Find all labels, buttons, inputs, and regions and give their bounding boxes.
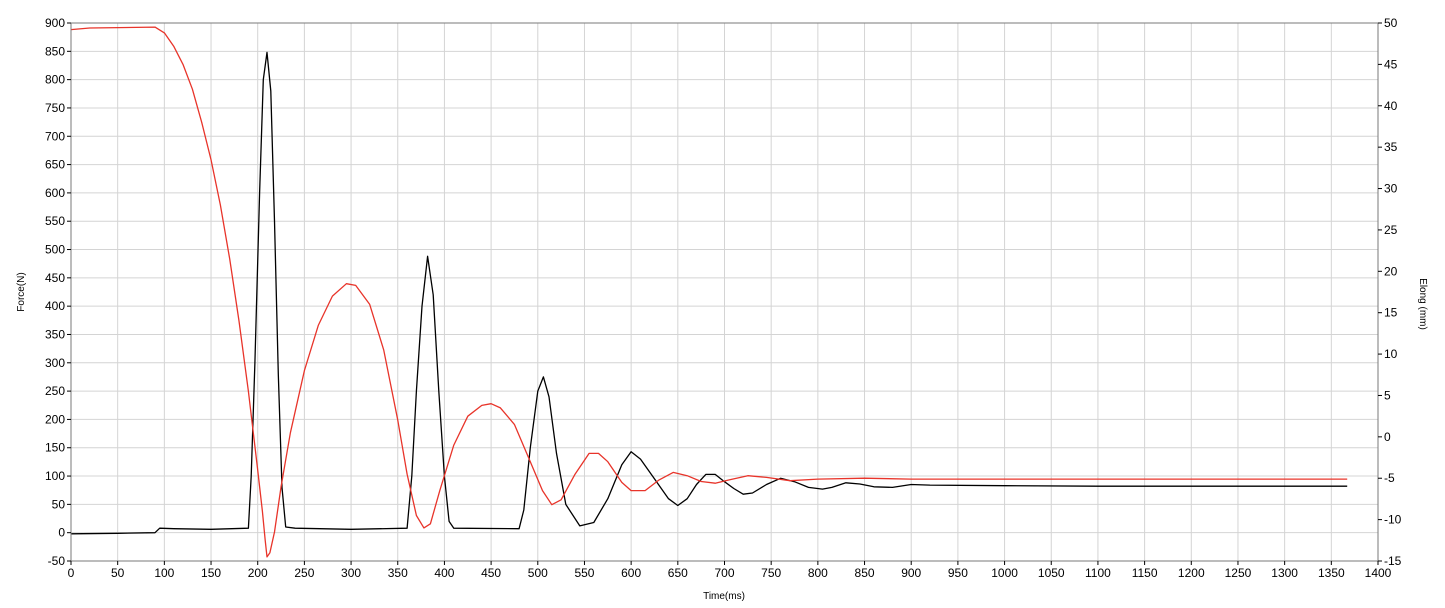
x-tick-label: 400 — [434, 566, 454, 580]
x-tick-label: 900 — [901, 566, 921, 580]
x-tick-label: 50 — [111, 566, 125, 580]
x-tick-label: 100 — [154, 566, 174, 580]
x-tick-label: 550 — [574, 566, 594, 580]
y-axis-label: Force(N) — [16, 272, 27, 311]
y-tick-label: 800 — [45, 73, 65, 87]
x-tick-label: 750 — [761, 566, 781, 580]
x-axis-label: Time(ms) — [703, 591, 745, 602]
force-series-line — [70, 51, 1348, 535]
y2-axis-ticks: -15 -10 -5 0 5 10 15 20 25 30 35 40 45 50 — [1378, 16, 1402, 568]
y-tick-label: -50 — [48, 554, 66, 568]
y2-tick-label: -15 — [1384, 554, 1402, 568]
x-tick-label: 700 — [714, 566, 734, 580]
y-tick-label: 750 — [45, 101, 65, 115]
grid — [70, 22, 1379, 562]
x-tick-label: 1350 — [1318, 566, 1345, 580]
x-tick-label: 1100 — [1085, 566, 1111, 580]
y-tick-label: 450 — [45, 271, 65, 285]
x-tick-label: 650 — [668, 566, 688, 580]
y2-tick-label: 25 — [1384, 223, 1398, 237]
x-tick-label: 1250 — [1225, 566, 1252, 580]
y-tick-label: 600 — [45, 186, 65, 200]
y-axis-ticks: -50 0 50 100 150 200 250 300 350 400 450 500 550 600 6… — [45, 16, 71, 568]
elongation-series-line — [70, 26, 1348, 558]
x-tick-label: 450 — [481, 566, 501, 580]
y-tick-label: 900 — [45, 16, 65, 30]
y-tick-label: 0 — [58, 526, 65, 540]
y2-tick-label: 20 — [1384, 264, 1398, 278]
y-tick-label: 50 — [52, 497, 66, 511]
y2-axis-label: Elong (mm) — [1417, 278, 1428, 330]
y2-tick-label: 10 — [1384, 347, 1398, 361]
y2-tick-label: 5 — [1384, 388, 1391, 402]
y-tick-label: 200 — [45, 412, 65, 426]
y2-tick-label: 40 — [1384, 99, 1398, 113]
y-tick-label: 150 — [45, 441, 65, 455]
y-tick-label: 850 — [45, 44, 65, 58]
series-layer — [70, 26, 1348, 558]
y2-tick-label: 50 — [1384, 16, 1398, 30]
y2-tick-label: -5 — [1384, 471, 1395, 485]
x-tick-label: 1400 — [1365, 566, 1392, 580]
x-tick-label: 350 — [388, 566, 408, 580]
x-tick-label: 950 — [948, 566, 968, 580]
y2-tick-label: 0 — [1384, 430, 1391, 444]
y-tick-label: 350 — [45, 327, 65, 341]
x-tick-label: 0 — [68, 566, 75, 580]
x-tick-label: 150 — [201, 566, 221, 580]
x-tick-label: 600 — [621, 566, 641, 580]
x-tick-label: 1300 — [1271, 566, 1298, 580]
y-tick-label: 300 — [45, 356, 65, 370]
y-tick-label: 550 — [45, 214, 65, 228]
y-tick-label: 100 — [45, 469, 65, 483]
x-axis-ticks: 0 50 100 150 200 250 300 350 400 450 500 550 600 650 7… — [68, 561, 1392, 580]
x-tick-label: 1000 — [991, 566, 1018, 580]
x-tick-label: 1050 — [1038, 566, 1065, 580]
y2-tick-label: 15 — [1384, 306, 1398, 320]
x-tick-label: 1150 — [1132, 566, 1158, 580]
y-tick-label: 250 — [45, 384, 65, 398]
y-tick-label: 700 — [45, 129, 65, 143]
y-tick-label: 400 — [45, 299, 65, 313]
x-tick-label: 500 — [528, 566, 548, 580]
x-tick-label: 800 — [808, 566, 828, 580]
x-tick-label: 200 — [248, 566, 268, 580]
y2-tick-label: 45 — [1384, 57, 1398, 71]
x-tick-label: 250 — [294, 566, 314, 580]
y-tick-label: 650 — [45, 158, 65, 172]
x-tick-label: 1200 — [1178, 566, 1205, 580]
x-tick-label: 300 — [341, 566, 361, 580]
y2-tick-label: 35 — [1384, 140, 1398, 154]
y2-tick-label: 30 — [1384, 182, 1398, 196]
x-tick-label: 850 — [855, 566, 875, 580]
y-tick-label: 500 — [45, 243, 65, 257]
y2-tick-label: -10 — [1384, 513, 1402, 527]
